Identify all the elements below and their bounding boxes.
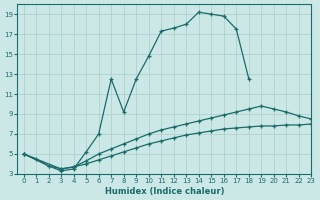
X-axis label: Humidex (Indice chaleur): Humidex (Indice chaleur) bbox=[105, 187, 224, 196]
